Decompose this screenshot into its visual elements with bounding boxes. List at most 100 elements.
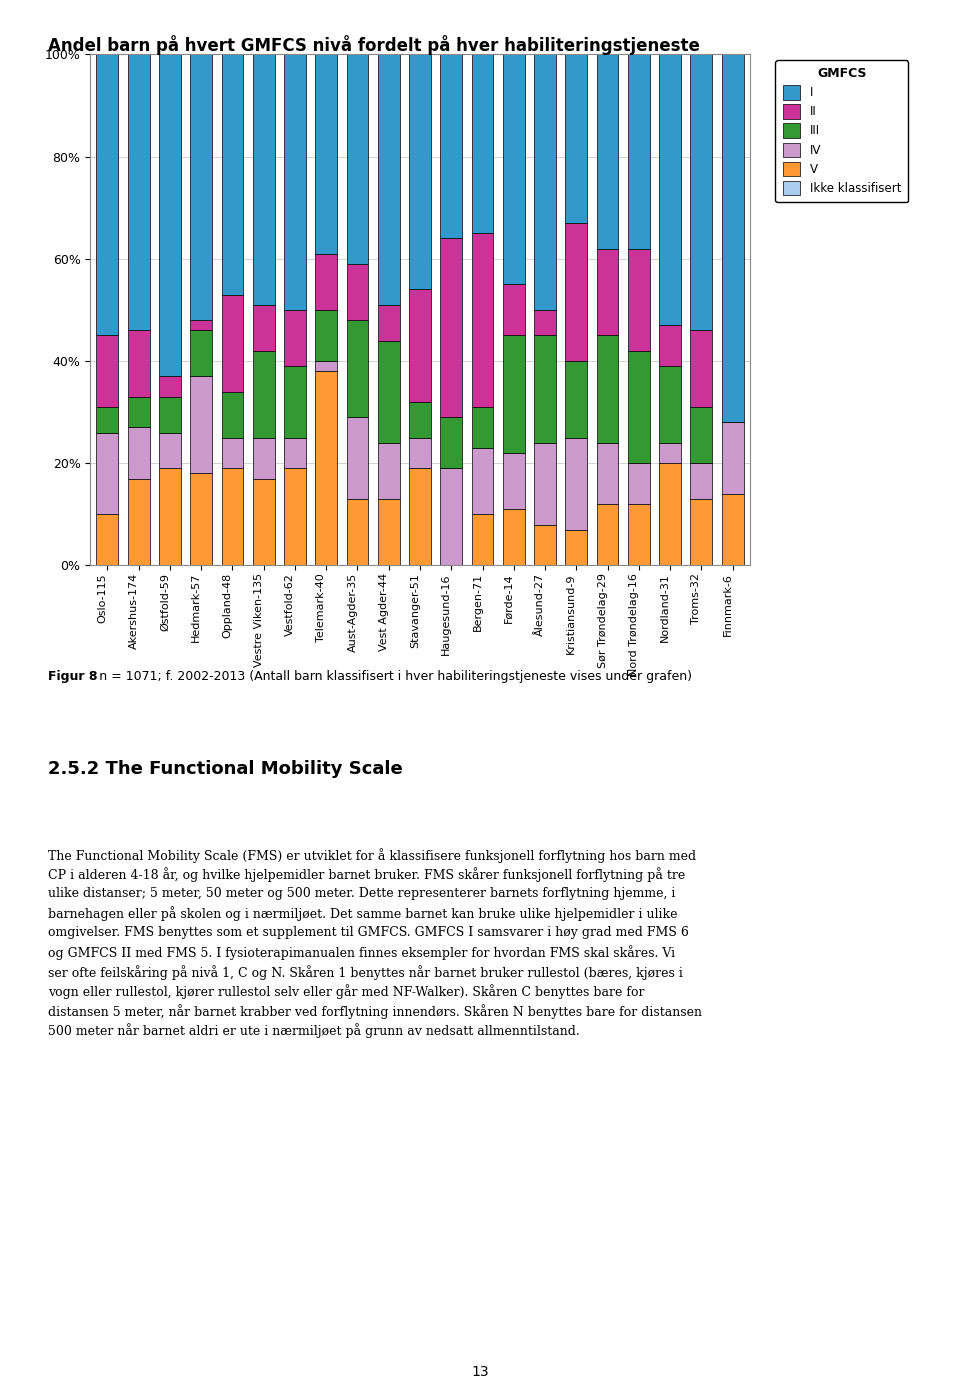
Bar bbox=[315, 310, 337, 362]
Bar bbox=[378, 54, 399, 304]
Bar bbox=[190, 331, 212, 377]
Bar bbox=[159, 468, 180, 565]
Bar bbox=[128, 331, 150, 396]
Bar bbox=[628, 350, 650, 463]
Bar bbox=[128, 427, 150, 479]
Bar bbox=[252, 438, 275, 479]
Bar bbox=[222, 438, 244, 468]
Bar bbox=[503, 335, 525, 452]
Text: ser ofte feilskåring på nivå 1, C og N. Skåren 1 benyttes når barnet bruker rull: ser ofte feilskåring på nivå 1, C og N. … bbox=[48, 965, 683, 980]
Bar bbox=[378, 443, 399, 498]
Bar bbox=[284, 54, 306, 310]
Bar bbox=[347, 320, 369, 417]
Bar bbox=[690, 408, 712, 463]
Bar bbox=[628, 463, 650, 504]
Bar bbox=[660, 366, 681, 443]
Bar bbox=[565, 54, 588, 223]
Text: barnehagen eller på skolen og i nærmiljøet. Det samme barnet kan bruke ulike hje: barnehagen eller på skolen og i nærmiljø… bbox=[48, 906, 678, 921]
Bar bbox=[409, 289, 431, 402]
Bar bbox=[378, 498, 399, 565]
Bar bbox=[660, 443, 681, 463]
Bar bbox=[722, 54, 743, 423]
Text: : n = 1071; f. 2002-2013 (Antall barn klassifisert i hver habiliteringstjeneste : : n = 1071; f. 2002-2013 (Antall barn kl… bbox=[91, 670, 692, 683]
Bar bbox=[252, 304, 275, 350]
Text: ulike distanser; 5 meter, 50 meter og 500 meter. Dette representerer barnets for: ulike distanser; 5 meter, 50 meter og 50… bbox=[48, 886, 676, 900]
Bar bbox=[596, 54, 618, 248]
Bar bbox=[222, 295, 244, 392]
Bar bbox=[660, 54, 681, 325]
Bar bbox=[596, 443, 618, 504]
Bar bbox=[97, 335, 118, 408]
Bar bbox=[596, 248, 618, 335]
Bar bbox=[690, 54, 712, 331]
Bar bbox=[534, 443, 556, 525]
Bar bbox=[441, 417, 462, 468]
Bar bbox=[347, 54, 369, 264]
Bar bbox=[660, 325, 681, 366]
Bar bbox=[409, 438, 431, 468]
Bar bbox=[565, 362, 588, 438]
Bar bbox=[128, 479, 150, 565]
Bar bbox=[471, 54, 493, 233]
Bar bbox=[660, 463, 681, 565]
Bar bbox=[315, 54, 337, 254]
Bar bbox=[128, 54, 150, 331]
Bar bbox=[97, 54, 118, 335]
Bar bbox=[471, 408, 493, 448]
Bar bbox=[222, 54, 244, 295]
Bar bbox=[159, 396, 180, 433]
Text: distansen 5 meter, når barnet krabber ved forflytning innendørs. Skåren N benytt: distansen 5 meter, når barnet krabber ve… bbox=[48, 1004, 702, 1019]
Bar bbox=[690, 331, 712, 408]
Bar bbox=[222, 392, 244, 438]
Text: Andel barn på hvert GMFCS nivå fordelt på hver habiliteringstjeneste: Andel barn på hvert GMFCS nivå fordelt p… bbox=[48, 35, 700, 54]
Bar bbox=[534, 525, 556, 565]
Bar bbox=[565, 223, 588, 362]
Bar bbox=[347, 264, 369, 320]
Bar bbox=[159, 433, 180, 468]
Bar bbox=[628, 504, 650, 565]
Bar bbox=[97, 433, 118, 514]
Text: vogn eller rullestol, kjører rullestol selv eller går med NF-Walker). Skåren C b: vogn eller rullestol, kjører rullestol s… bbox=[48, 984, 644, 1000]
Bar bbox=[347, 498, 369, 565]
Bar bbox=[690, 498, 712, 565]
Bar bbox=[409, 402, 431, 438]
Bar bbox=[159, 54, 180, 377]
Bar bbox=[315, 362, 337, 371]
Bar bbox=[97, 408, 118, 433]
Bar bbox=[596, 335, 618, 443]
Legend: I, II, III, IV, V, Ikke klassifisert: I, II, III, IV, V, Ikke klassifisert bbox=[776, 60, 908, 202]
Bar bbox=[628, 248, 650, 350]
Text: The Functional Mobility Scale (FMS) er utviklet for å klassifisere funksjonell f: The Functional Mobility Scale (FMS) er u… bbox=[48, 847, 696, 863]
Bar bbox=[722, 494, 743, 565]
Text: og GMFCS II med FMS 5. I fysioterapimanualen finnes eksempler for hvordan FMS sk: og GMFCS II med FMS 5. I fysioterapimanu… bbox=[48, 945, 675, 960]
Bar bbox=[284, 438, 306, 468]
Text: omgivelser. FMS benyttes som et supplement til GMFCS. GMFCS I samsvarer i høy gr: omgivelser. FMS benyttes som et suppleme… bbox=[48, 926, 689, 940]
Bar bbox=[190, 377, 212, 473]
Bar bbox=[378, 341, 399, 443]
Bar bbox=[471, 514, 493, 565]
Bar bbox=[722, 423, 743, 494]
Bar bbox=[347, 417, 369, 498]
Bar bbox=[409, 468, 431, 565]
Text: 500 meter når barnet aldri er ute i nærmiljøet på grunn av nedsatt allmenntilsta: 500 meter når barnet aldri er ute i nærm… bbox=[48, 1023, 580, 1039]
Bar bbox=[190, 54, 212, 320]
Text: CP i alderen 4-18 år, og hvilke hjelpemidler barnet bruker. FMS skårer funksjone: CP i alderen 4-18 år, og hvilke hjelpemi… bbox=[48, 867, 685, 882]
Bar bbox=[565, 529, 588, 565]
Bar bbox=[441, 239, 462, 417]
Bar bbox=[471, 233, 493, 408]
Bar bbox=[565, 438, 588, 529]
Bar bbox=[441, 54, 462, 239]
Bar bbox=[441, 468, 462, 565]
Bar bbox=[534, 335, 556, 443]
Bar bbox=[159, 377, 180, 396]
Bar bbox=[378, 304, 399, 341]
Bar bbox=[128, 396, 150, 427]
Bar bbox=[284, 468, 306, 565]
Bar bbox=[315, 254, 337, 310]
Bar bbox=[503, 54, 525, 285]
Bar bbox=[471, 448, 493, 514]
Bar bbox=[284, 366, 306, 438]
Bar bbox=[252, 54, 275, 304]
Bar bbox=[503, 510, 525, 565]
Bar bbox=[190, 320, 212, 331]
